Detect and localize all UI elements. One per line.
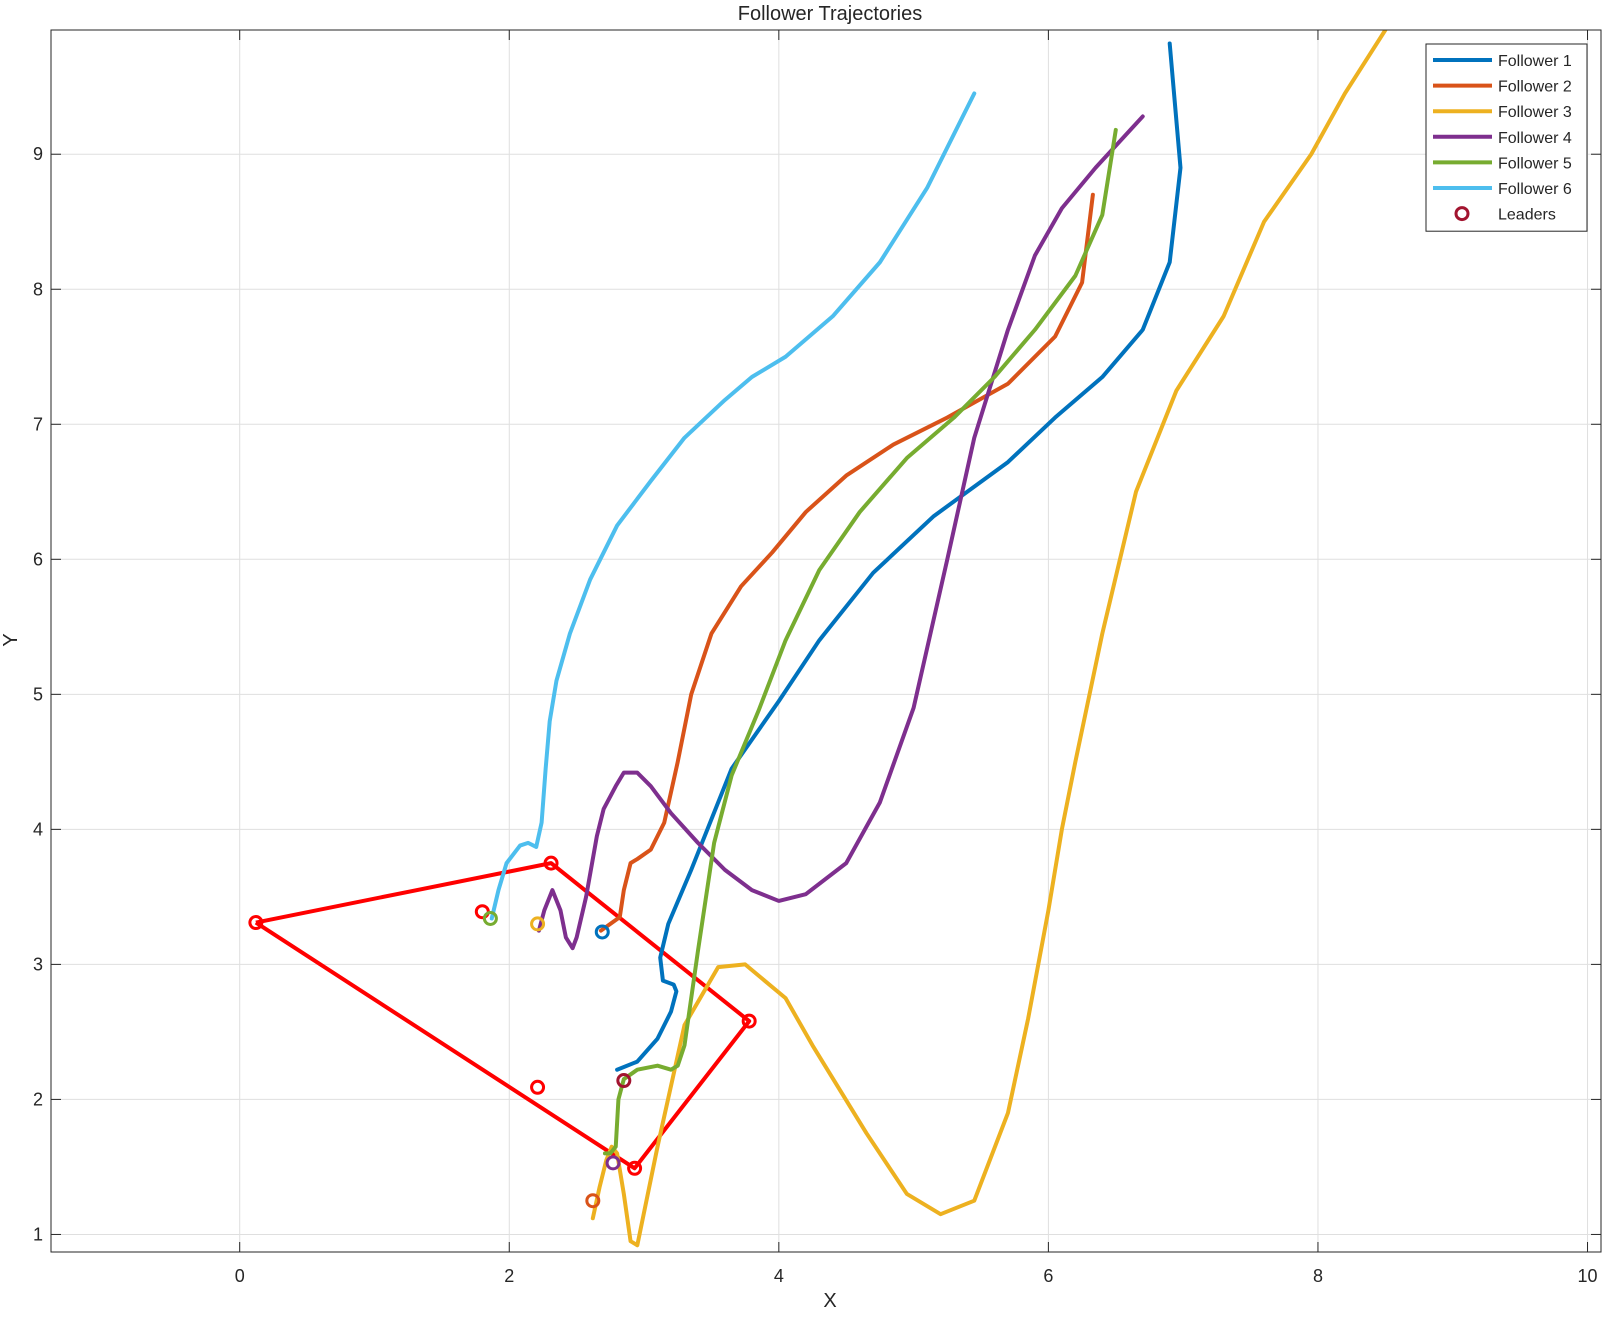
legend-label: Follower 3 (1498, 104, 1572, 121)
leader-marker (594, 924, 610, 940)
leader-marker (741, 1013, 757, 1029)
x-tick-label: 8 (1313, 1266, 1323, 1286)
y-tick-label: 9 (33, 144, 43, 164)
y-tick-label: 6 (33, 549, 43, 569)
chart-title: Follower Trajectories (738, 3, 923, 25)
legend-swatch-leaders (1454, 206, 1470, 222)
y-tick-label: 3 (33, 954, 43, 974)
leader-marker (530, 916, 546, 932)
y-tick-label: 7 (33, 414, 43, 434)
series-line-follower-6 (489, 91, 977, 921)
series-line-follower-3 (590, 30, 1388, 1248)
legend-label: Follower 6 (1498, 181, 1572, 198)
legend-label: Follower 4 (1498, 130, 1572, 147)
y-tick-label: 2 (33, 1089, 43, 1109)
plot-area (248, 30, 1388, 1248)
leader-marker (543, 855, 559, 871)
leader-marker (482, 910, 498, 926)
leader-marker (605, 1155, 621, 1171)
x-tick-label: 6 (1043, 1266, 1053, 1286)
grid (51, 30, 1601, 1252)
y-axis-label: Y (0, 633, 22, 646)
series-line-follower-5 (602, 127, 1118, 1156)
axes-box (50, 29, 1602, 1253)
y-tick-label: 1 (33, 1224, 43, 1244)
plot-content (248, 30, 1388, 1248)
legend-label: Follower 2 (1498, 79, 1572, 96)
x-axis-label: X (823, 1290, 836, 1312)
leader-formation-line (254, 861, 752, 1171)
x-tick-label: 2 (504, 1266, 514, 1286)
series-line-follower-1 (615, 41, 1183, 1072)
legend: Follower 1 Follower 2 Follower 3 Follower 4… (1425, 43, 1588, 232)
y-tick-label: 4 (33, 819, 43, 839)
legend-label: Leaders (1498, 207, 1556, 224)
y-tick-label: 5 (33, 684, 43, 704)
series-line-follower-4 (536, 114, 1145, 951)
leader-marker (627, 1160, 643, 1176)
x-tick-label: 4 (774, 1266, 784, 1286)
legend-label: Follower 1 (1498, 53, 1572, 70)
x-tick-label: 0 (235, 1266, 245, 1286)
x-tick-label: 10 (1578, 1266, 1598, 1286)
leader-marker (585, 1193, 601, 1209)
leader-marker (616, 1073, 632, 1089)
leader-marker (530, 1079, 546, 1095)
y-tick-label: 8 (33, 279, 43, 299)
legend-label: Follower 5 (1498, 155, 1572, 172)
leader-marker (248, 915, 264, 931)
